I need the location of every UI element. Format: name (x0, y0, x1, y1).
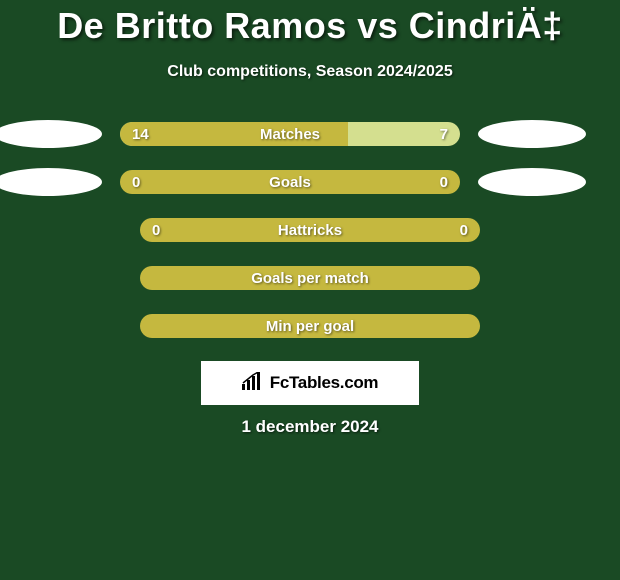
stat-value-right: 0 (460, 222, 468, 239)
ellipse-spacer (498, 216, 606, 244)
stat-value-right: 0 (440, 174, 448, 191)
stat-bar-goals: 0 Goals 0 (120, 170, 460, 194)
stat-label: Matches (260, 126, 320, 143)
logo-text: FcTables.com (270, 373, 379, 393)
stat-value-right: 7 (440, 126, 448, 143)
date-text: 1 december 2024 (0, 417, 620, 437)
stat-label: Goals per match (251, 270, 369, 287)
ellipse-spacer (14, 312, 122, 340)
stat-label: Min per goal (266, 318, 354, 335)
stats-container: De Britto Ramos vs CindriÄ‡ Club competi… (0, 0, 620, 437)
stat-value-left: 14 (132, 126, 149, 143)
stat-bar-hattricks: 0 Hattricks 0 (140, 218, 480, 242)
stat-row-goals: 0 Goals 0 (0, 169, 620, 195)
stat-row-hattricks: 0 Hattricks 0 (0, 217, 620, 243)
chart-icon (242, 372, 264, 395)
stat-label: Hattricks (278, 222, 342, 239)
player-left-ellipse (0, 168, 102, 196)
fctables-logo[interactable]: FcTables.com (201, 361, 419, 405)
player-left-ellipse (0, 120, 102, 148)
footer-logo-wrap: FcTables.com (0, 361, 620, 405)
stat-value-left: 0 (152, 222, 160, 239)
player-right-ellipse (478, 120, 586, 148)
stat-label: Goals (269, 174, 311, 191)
player-right-ellipse (478, 168, 586, 196)
stat-row-matches: 14 Matches 7 (0, 121, 620, 147)
ellipse-spacer (498, 312, 606, 340)
page-title: De Britto Ramos vs CindriÄ‡ (0, 5, 620, 47)
ellipse-spacer (14, 216, 122, 244)
stat-bar-matches: 14 Matches 7 (120, 122, 460, 146)
stat-row-gpm: Goals per match (0, 265, 620, 291)
page-subtitle: Club competitions, Season 2024/2025 (0, 63, 620, 81)
ellipse-spacer (498, 264, 606, 292)
stat-row-mpg: Min per goal (0, 313, 620, 339)
stat-bar-mpg: Min per goal (140, 314, 480, 338)
ellipse-spacer (14, 264, 122, 292)
stat-value-left: 0 (132, 174, 140, 191)
stat-bar-gpm: Goals per match (140, 266, 480, 290)
